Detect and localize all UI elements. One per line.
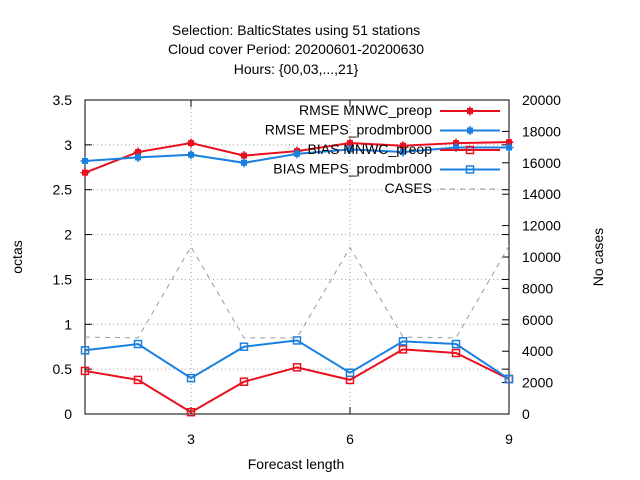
title-line-2: Cloud cover Period: 20200601-20200630 (168, 41, 424, 57)
data-point (345, 368, 355, 377)
legend-label: RMSE MNWC_preop (299, 102, 432, 118)
x-tick-label: 6 (346, 431, 354, 447)
data-point (292, 336, 302, 345)
y-tick-label: 3.5 (53, 92, 73, 108)
y2-tick-label: 2000 (522, 375, 553, 391)
y2-tick-label: 10000 (522, 249, 561, 265)
data-point (186, 407, 196, 417)
legend-marker (465, 145, 475, 155)
data-point (451, 348, 461, 358)
y2-tick-label: 20000 (522, 92, 561, 108)
y2-tick-label: 6000 (522, 312, 553, 328)
y2-tick-label: 8000 (522, 280, 553, 296)
series-line (84, 339, 510, 380)
series (80, 137, 514, 417)
y2-tick-label: 18000 (522, 123, 561, 139)
series-line (84, 245, 510, 339)
data-point (239, 342, 249, 351)
data-point (186, 373, 196, 383)
y-tick-label: 0.5 (53, 361, 73, 377)
x-tick-label: 9 (505, 431, 513, 447)
y2-tick-label: 14000 (522, 186, 561, 202)
legend: RMSE MNWC_preop RMSE MEPS_prodmbr000 BIAS … (265, 102, 500, 196)
y-tick-label: 1.5 (53, 271, 73, 287)
title-line-3: Hours: {00,03,...,21} (234, 61, 359, 77)
series-line (84, 348, 510, 414)
data-point (398, 337, 408, 346)
y-tick-label: 3 (64, 137, 72, 153)
title-line-1: Selection: BalticStates using 51 station… (172, 22, 420, 38)
legend-label: CASES (385, 180, 432, 196)
y2-tick-label: 12000 (522, 218, 561, 234)
y-tick-label: 1 (64, 316, 72, 332)
legend-label: RMSE MEPS_prodmbr000 (265, 122, 433, 138)
y2-tick-label: 16000 (522, 155, 561, 171)
y-tick-label: 2.5 (53, 182, 73, 198)
x-axis-label: Forecast length (248, 456, 345, 472)
y-axis-label: octas (9, 240, 25, 273)
data-point (398, 345, 408, 354)
data-point (292, 363, 302, 372)
y2-axis-label: No cases (590, 228, 606, 286)
y2-tick-label: 4000 (522, 343, 553, 359)
data-point (80, 366, 90, 376)
legend-label: BIAS MEPS_prodmbr000 (273, 161, 432, 177)
data-point (80, 346, 90, 355)
legend-label: BIAS MNWC_preop (308, 141, 433, 157)
y-tick-label: 0 (64, 406, 72, 422)
data-point (133, 375, 143, 385)
y2-tick-label: 0 (522, 406, 530, 422)
chart-title: Selection: BalticStates using 51 station… (168, 22, 424, 77)
axes: 0 0.5 1 1.5 2 2.5 3 3.5 0 2000 4000 6000 8000 10000 12… (53, 92, 562, 447)
y-tick-label: 2 (64, 227, 72, 243)
legend-marker (465, 165, 475, 174)
data-point (451, 339, 461, 349)
data-point (133, 339, 143, 349)
data-point (239, 377, 249, 386)
data-point (504, 374, 514, 384)
x-tick-label: 3 (187, 431, 195, 447)
